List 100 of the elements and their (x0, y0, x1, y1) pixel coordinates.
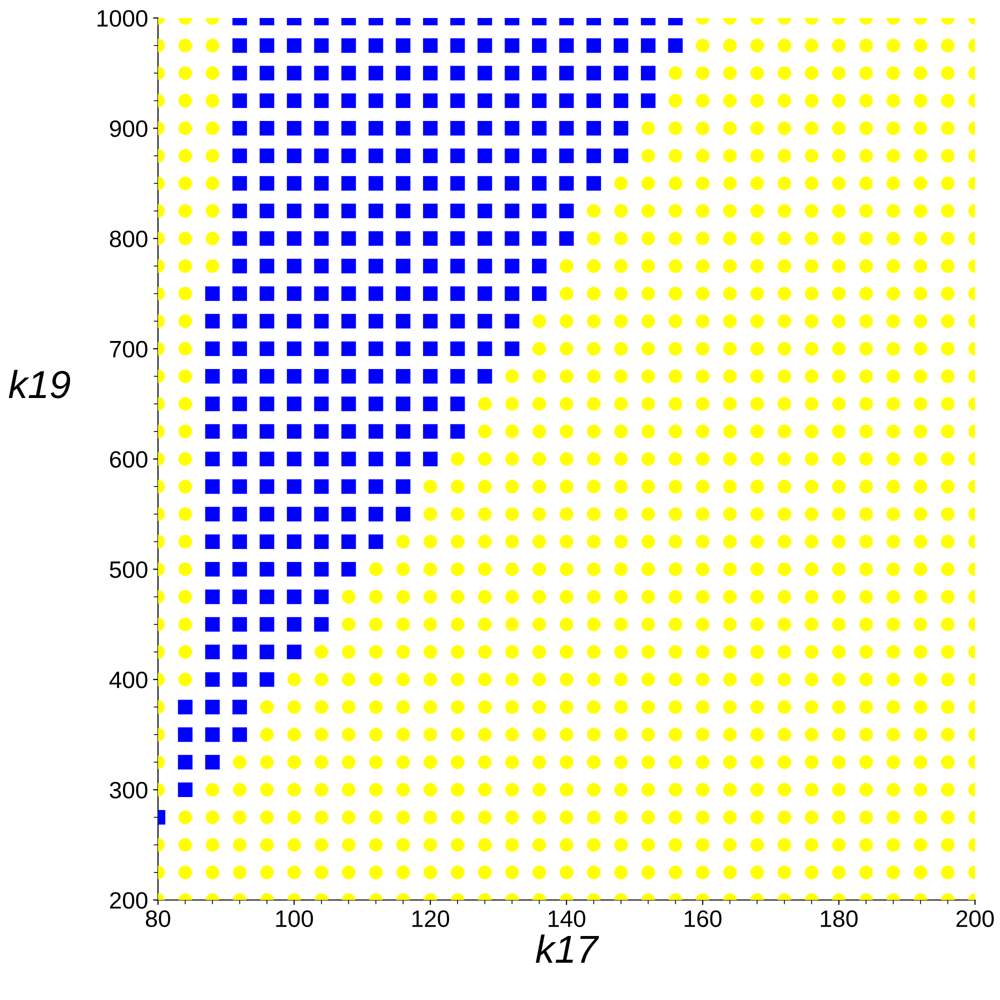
point (614, 755, 628, 769)
point (369, 645, 383, 659)
point (450, 176, 465, 191)
point (586, 286, 600, 300)
point (559, 204, 574, 218)
point (314, 148, 329, 164)
point (396, 618, 410, 632)
point (369, 866, 383, 880)
point (804, 342, 818, 356)
point (696, 562, 710, 576)
point (450, 534, 464, 548)
point (341, 424, 356, 439)
point (668, 534, 682, 548)
point (859, 810, 873, 824)
point (342, 838, 356, 852)
point (832, 618, 846, 632)
point (232, 562, 247, 577)
point (586, 618, 600, 632)
point (778, 782, 792, 797)
point (941, 314, 955, 328)
point (886, 534, 900, 548)
point (396, 93, 410, 108)
point (804, 728, 818, 742)
point (505, 782, 519, 797)
point (723, 370, 737, 384)
point (206, 838, 220, 852)
point (778, 314, 792, 328)
point (532, 314, 546, 328)
point (206, 810, 220, 824)
point (696, 866, 710, 880)
point (914, 342, 928, 356)
point (505, 590, 519, 604)
point (505, 452, 519, 466)
point (206, 176, 220, 190)
point (206, 121, 220, 136)
point (696, 259, 710, 273)
point (205, 286, 220, 301)
point (396, 369, 410, 384)
point (286, 424, 302, 439)
point (832, 590, 846, 604)
point (396, 38, 410, 53)
point (532, 838, 546, 852)
point (505, 562, 519, 576)
point (941, 452, 955, 466)
point (560, 314, 574, 328)
point (450, 755, 464, 769)
point (696, 645, 710, 659)
point (832, 480, 846, 494)
point (369, 782, 383, 797)
y-tick-label: 300 (110, 782, 148, 799)
point (614, 397, 628, 411)
point (232, 286, 247, 301)
point (260, 120, 274, 136)
point (314, 479, 329, 494)
point (778, 728, 792, 742)
point (478, 590, 492, 604)
point (750, 866, 764, 880)
point (859, 397, 873, 411)
point (396, 452, 410, 466)
point (859, 480, 873, 494)
point (286, 534, 302, 549)
point (478, 176, 492, 191)
point (914, 370, 928, 384)
point (914, 672, 928, 686)
point (450, 369, 465, 384)
point (750, 755, 764, 769)
point (314, 755, 328, 769)
point (886, 507, 900, 521)
point (914, 755, 928, 769)
point (614, 562, 628, 576)
point (641, 397, 655, 411)
point (804, 618, 818, 632)
point (614, 618, 628, 632)
x-tick-label: 180 (820, 910, 858, 928)
point (532, 38, 547, 53)
point (614, 534, 628, 548)
point (859, 672, 873, 686)
point (668, 590, 682, 604)
point (341, 120, 356, 136)
point (314, 782, 328, 797)
point (560, 562, 574, 576)
point (286, 590, 302, 604)
point (424, 562, 438, 576)
point (668, 370, 682, 384)
point (423, 120, 438, 136)
point (641, 782, 655, 797)
point (641, 370, 655, 384)
point (941, 618, 955, 632)
point (478, 507, 492, 521)
point (750, 286, 764, 300)
point (232, 479, 247, 494)
point (914, 424, 928, 438)
point (696, 314, 710, 328)
point (396, 506, 410, 522)
point (206, 866, 220, 880)
point (205, 396, 220, 412)
point (232, 700, 247, 714)
point (914, 590, 928, 604)
point (859, 94, 873, 108)
point (859, 232, 873, 246)
